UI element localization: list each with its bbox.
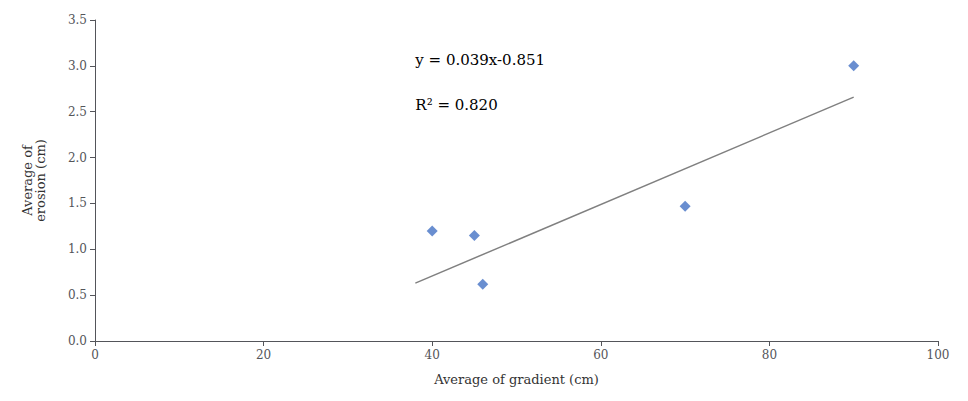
svg-text:1.5: 1.5	[68, 196, 87, 210]
svg-text:20: 20	[256, 348, 271, 362]
svg-text:0.0: 0.0	[68, 334, 87, 348]
svg-text:80: 80	[762, 348, 777, 362]
svg-text:Average of: Average of	[20, 145, 35, 216]
svg-text:3.0: 3.0	[68, 59, 87, 73]
svg-text:erosion (cm): erosion (cm)	[33, 139, 48, 222]
svg-text:R² = 0.820: R² = 0.820	[415, 96, 497, 114]
svg-text:40: 40	[425, 348, 440, 362]
svg-text:0: 0	[91, 348, 99, 362]
svg-text:0.5: 0.5	[68, 288, 87, 302]
svg-text:Average of gradient (cm): Average of gradient (cm)	[433, 372, 599, 387]
svg-text:2.5: 2.5	[68, 105, 87, 119]
svg-text:60: 60	[593, 348, 608, 362]
svg-text:y = 0.039x-0.851: y = 0.039x-0.851	[414, 51, 545, 69]
svg-text:100: 100	[927, 348, 950, 362]
svg-text:1.0: 1.0	[68, 242, 87, 256]
svg-text:3.5: 3.5	[68, 13, 87, 27]
svg-text:2.0: 2.0	[68, 151, 87, 165]
